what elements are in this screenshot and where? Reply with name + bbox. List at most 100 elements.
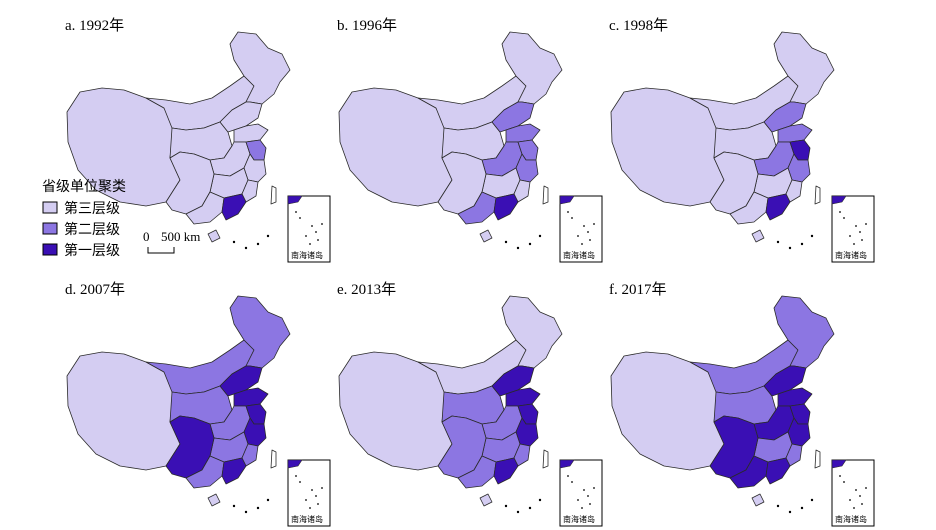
inset-island [861, 239, 863, 241]
china-map-a [66, 31, 291, 250]
region-fj [513, 179, 531, 203]
inset-island [315, 231, 317, 233]
island-dot [800, 242, 804, 246]
inset-island [865, 487, 867, 489]
inset-island [859, 231, 861, 233]
panel-title-f: f. 2017年 [609, 281, 667, 298]
inset-island [311, 225, 313, 227]
inset-label: 南海诸岛 [291, 514, 323, 524]
region-sw [709, 151, 759, 215]
south-sea-inset-f: 南海诸岛 [831, 459, 875, 527]
region-bj [219, 365, 263, 397]
island-dot [232, 240, 236, 244]
china-map-f [610, 295, 835, 514]
inset-island [577, 499, 579, 501]
inset-island [577, 235, 579, 237]
island-dot [776, 504, 780, 508]
region-taiwan [270, 185, 277, 205]
inset-coast [559, 195, 575, 205]
inset-island [299, 217, 301, 219]
region-hainan [751, 493, 765, 507]
island-dot [516, 510, 520, 514]
legend-swatch-level2 [42, 222, 58, 235]
south-sea-inset-c: 南海诸岛 [831, 195, 875, 263]
panel-title-e: e. 2013年 [337, 281, 396, 298]
scale-bar-label: 500 km [161, 229, 200, 244]
inset-coast [287, 195, 303, 205]
china-map-c [610, 31, 835, 250]
inset-island [849, 235, 851, 237]
inset-island [295, 211, 297, 213]
region-fj [785, 443, 803, 467]
legend-swatch-level1 [42, 243, 58, 256]
region-fj [241, 443, 259, 467]
inset-island [853, 243, 855, 245]
inset-frame [559, 195, 603, 263]
island-dot [788, 246, 792, 250]
region-gd [221, 457, 247, 485]
inset-island [583, 489, 585, 491]
island-dot [504, 504, 508, 508]
region-gd [493, 193, 519, 221]
south-sea-inset-e: 南海诸岛 [559, 459, 603, 527]
island-dot [256, 242, 260, 246]
scale-bar-line [147, 247, 175, 254]
region-sw [437, 415, 487, 479]
legend-title: 省级单位聚类 [42, 179, 126, 195]
china-map-b [338, 31, 563, 250]
inset-island [855, 489, 857, 491]
china-map-d [66, 295, 291, 514]
region-sw [165, 415, 215, 479]
region-gd [221, 193, 247, 221]
region-hainan [751, 229, 765, 243]
region-taiwan [814, 185, 821, 205]
scale-bar: 0 500 km [143, 229, 200, 254]
island-dot [528, 242, 532, 246]
inset-island [309, 243, 311, 245]
region-bj [219, 101, 263, 133]
island-dot [528, 506, 532, 510]
region-hainan [479, 493, 493, 507]
island-dot [266, 498, 270, 502]
panel-title-d: d. 2007年 [65, 281, 125, 298]
inset-island [317, 239, 319, 241]
inset-island [593, 487, 595, 489]
region-bj [763, 365, 807, 397]
inset-island [311, 489, 313, 491]
region-sw [165, 151, 215, 215]
inset-island [839, 475, 841, 477]
map-legend: 省级单位聚类 第三层级 第二层级 第一层级 [42, 179, 126, 259]
inset-island [839, 211, 841, 213]
region-fj [513, 443, 531, 467]
inset-island [571, 217, 573, 219]
legend-swatch-level3 [42, 201, 58, 214]
region-sw [437, 151, 487, 215]
inset-island [581, 507, 583, 509]
inset-island [305, 499, 307, 501]
island-dot [810, 498, 814, 502]
inset-island [589, 239, 591, 241]
region-taiwan [542, 449, 549, 469]
scale-bar-zero: 0 [143, 229, 150, 244]
inset-island [581, 243, 583, 245]
island-dot [504, 240, 508, 244]
region-hainan [207, 229, 221, 243]
inset-coast [287, 459, 303, 469]
region-gd [765, 457, 791, 485]
island-dot [256, 506, 260, 510]
region-taiwan [270, 449, 277, 469]
region-fj [241, 179, 259, 203]
legend-label-level3: 第三层级 [64, 200, 120, 217]
south-sea-inset-a: 南海诸岛 [287, 195, 331, 263]
inset-island [843, 217, 845, 219]
region-bj [491, 365, 535, 397]
region-gd [493, 457, 519, 485]
south-sea-inset-b: 南海诸岛 [559, 195, 603, 263]
island-dot [266, 234, 270, 238]
region-hainan [207, 493, 221, 507]
inset-coast [559, 459, 575, 469]
inset-island [853, 507, 855, 509]
